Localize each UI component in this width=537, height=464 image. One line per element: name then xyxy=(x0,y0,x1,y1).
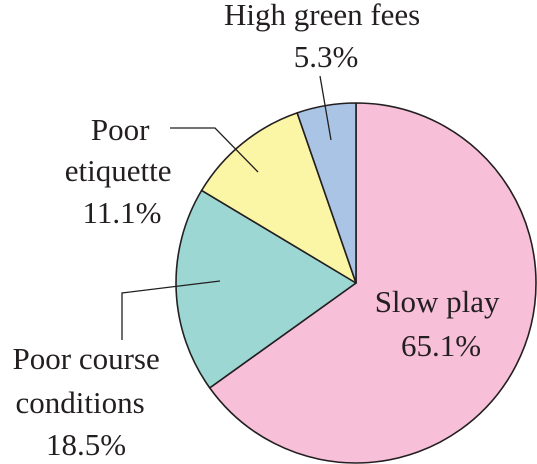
leader-lines xyxy=(121,75,332,340)
leader-line-poor-course-conditions xyxy=(121,280,221,340)
pie-slice-poor-etiquette xyxy=(200,112,357,284)
slice-label-slow-play: Slow play 65.1% xyxy=(375,284,508,363)
slice-label-poor-etiquette: Poor etiquette 11.1% xyxy=(65,112,179,230)
slice-label-high-green-fees: High green fees 5.3% xyxy=(224,0,428,74)
slice-labels: Slow play 65.1% Poor course conditions 1… xyxy=(13,0,508,462)
pie-slices xyxy=(175,102,537,464)
slice-label-poor-course-conditions: Poor course conditions 18.5% xyxy=(13,341,168,462)
pie-slice-high-green-fees xyxy=(296,102,357,284)
leader-line-high-green-fees xyxy=(319,75,332,141)
pie-slice-poor-course-conditions xyxy=(175,189,357,389)
leader-line-poor-etiquette xyxy=(170,127,259,173)
pie-slice-slow-play xyxy=(208,102,537,464)
